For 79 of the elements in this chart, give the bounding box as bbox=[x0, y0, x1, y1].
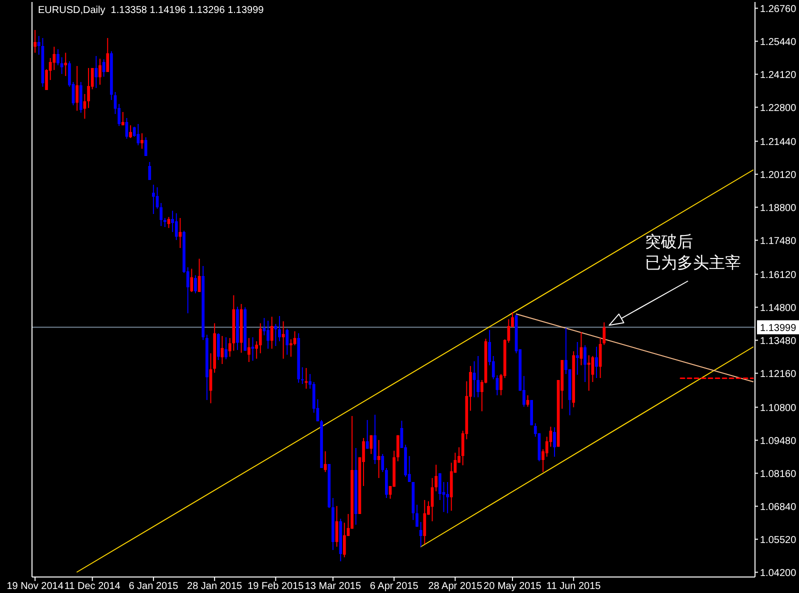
chart-title: EURUSD,Daily 1.13358 1.14196 1.13296 1.13999 bbox=[38, 5, 264, 16]
y-tick-label: 1.17480 bbox=[760, 236, 797, 247]
candlestick bbox=[416, 504, 418, 528]
candlestick bbox=[34, 30, 36, 54]
candlestick bbox=[370, 434, 373, 454]
candlestick bbox=[106, 38, 110, 72]
candlestick bbox=[270, 316, 274, 350]
x-tick-label: 19 Feb 2015 bbox=[248, 581, 304, 592]
candlestick bbox=[423, 500, 426, 544]
candlestick bbox=[87, 68, 90, 108]
y-tick-label: 1.22800 bbox=[760, 102, 797, 114]
candlestick bbox=[324, 450, 327, 472]
candlestick bbox=[76, 66, 78, 112]
y-tick-label: 1.09480 bbox=[760, 436, 797, 447]
candlestick bbox=[587, 354, 590, 392]
candlestick bbox=[194, 274, 197, 294]
y-tick-label: 1.20120 bbox=[760, 170, 797, 181]
candlestick bbox=[300, 366, 304, 384]
candlestick bbox=[224, 336, 228, 360]
y-tick-label: 1.04200 bbox=[760, 568, 797, 579]
candlestick bbox=[342, 522, 346, 558]
x-tick-label: 28 Jan 2015 bbox=[187, 581, 243, 592]
candlestick bbox=[286, 328, 289, 356]
candlestick bbox=[476, 356, 480, 398]
candlestick bbox=[526, 394, 530, 408]
y-tick-label: 1.13480 bbox=[760, 336, 797, 347]
candlestick bbox=[366, 420, 369, 450]
candlestick bbox=[174, 212, 178, 240]
y-tick-label: 1.18800 bbox=[760, 202, 797, 214]
annotation: 已为多头主宰 bbox=[645, 254, 741, 272]
candlestick bbox=[94, 56, 98, 88]
candlestick bbox=[56, 48, 60, 66]
y-tick-label: 1.24120 bbox=[760, 70, 797, 81]
y-tick-label: 1.26760 bbox=[760, 4, 797, 15]
y-tick-label: 1.08160 bbox=[760, 468, 797, 480]
candlestick bbox=[216, 332, 220, 360]
x-tick-label: 11 Jun 2015 bbox=[546, 581, 602, 592]
y-tick-label: 1.05520 bbox=[760, 534, 797, 546]
x-tick-label: 11 Dec 2014 bbox=[64, 581, 121, 592]
y-tick-label: 1.12160 bbox=[760, 368, 797, 380]
x-tick-label: 6 Apr 2015 bbox=[370, 581, 419, 592]
candlestick bbox=[258, 322, 262, 354]
candlestick bbox=[64, 52, 68, 76]
ref-line-label: 1.13999 bbox=[760, 322, 797, 334]
candlestick bbox=[576, 342, 579, 376]
y-tick-label: 1.10800 bbox=[760, 402, 797, 414]
y-tick-label: 1.21440 bbox=[760, 136, 797, 148]
candlestick bbox=[446, 482, 449, 514]
candlestick bbox=[595, 346, 598, 378]
x-tick-label: 13 Mar 2015 bbox=[304, 581, 362, 592]
candlestick bbox=[129, 124, 132, 138]
candlestick bbox=[178, 218, 182, 248]
candlestick bbox=[121, 112, 124, 126]
candlestick bbox=[396, 434, 400, 462]
annotation: 突破后 bbox=[645, 233, 693, 251]
candlestick bbox=[266, 320, 270, 350]
candlestick bbox=[248, 338, 250, 362]
y-tick-label: 1.06840 bbox=[760, 502, 797, 513]
candlestick bbox=[584, 344, 586, 382]
candlestick bbox=[152, 184, 155, 214]
candlestick bbox=[274, 324, 278, 346]
candlestick bbox=[282, 320, 285, 360]
candlestick bbox=[148, 162, 152, 180]
candlestick bbox=[190, 268, 194, 292]
x-tick-label: 19 Nov 2014 bbox=[6, 581, 64, 592]
x-tick-label: 28 Apr 2015 bbox=[428, 581, 483, 592]
candlestick bbox=[553, 426, 556, 458]
x-tick-label: 6 Jan 2015 bbox=[128, 581, 179, 592]
x-tick-label: 20 May 2015 bbox=[484, 581, 542, 592]
candlestick bbox=[136, 124, 140, 146]
candlestick bbox=[220, 336, 224, 364]
candlestick bbox=[381, 454, 384, 472]
candlestick bbox=[290, 338, 292, 358]
candlestick bbox=[278, 316, 281, 342]
y-tick-label: 1.25440 bbox=[760, 36, 797, 48]
y-tick-label: 1.14800 bbox=[760, 302, 797, 314]
candlestick bbox=[140, 132, 144, 150]
candlestick bbox=[98, 58, 102, 86]
y-tick-label: 1.16120 bbox=[760, 270, 797, 281]
